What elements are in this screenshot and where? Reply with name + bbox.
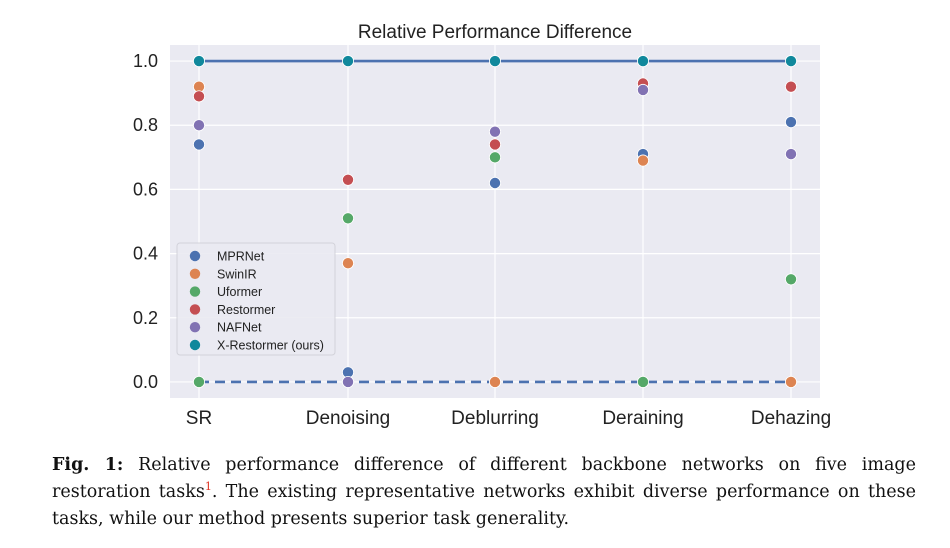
y-tick-label: 0.8 (133, 115, 158, 135)
point-restormer-sr (192, 90, 205, 103)
legend-box (176, 242, 336, 356)
point-restormer-dehazing (785, 80, 798, 93)
point-uformer-deraining (637, 375, 650, 388)
legend-marker (189, 339, 201, 351)
legend-label: SwinIR (217, 267, 257, 281)
y-tick-label: 1.0 (133, 51, 158, 71)
legend: MPRNet SwinIR Uformer Restormer NAFNet X-Rest… (176, 242, 336, 356)
x-tick-label: Denoising (306, 408, 391, 429)
point-nafnet-deblurring (488, 125, 501, 138)
legend-label: Restormer (217, 303, 275, 317)
point-nafnet-sr (192, 119, 205, 132)
legend-label: X-Restormer (ours) (217, 339, 324, 353)
point-mprnet-sr (192, 138, 205, 151)
x-tick-label: SR (186, 408, 212, 429)
legend-marker (189, 304, 201, 315)
x-tick-label: Deraining (602, 408, 683, 429)
relative-performance-chart: Relative Performance Difference 0.00.20.… (133, 22, 831, 429)
legend-marker (189, 286, 201, 297)
point-swinir-deraining (637, 154, 650, 167)
point-restormer-denoising (341, 173, 354, 186)
point-swinir-deblurring (488, 375, 501, 388)
legend-marker (189, 250, 201, 262)
data-points (192, 55, 798, 388)
caption-text-before: Relative performance difference of diffe… (52, 455, 916, 502)
point-swinir-dehazing (785, 375, 798, 388)
legend-label: MPRNet (217, 250, 265, 264)
legend-label: NAFNet (217, 321, 262, 335)
point-x-restormer-ours-dehazing (785, 55, 798, 68)
legend-label: Uformer (217, 285, 262, 299)
x-tick-labels: SR Denoising Deblurring Deraining Dehazing (186, 408, 831, 429)
point-x-restormer-ours-deblurring (488, 55, 501, 68)
point-x-restormer-ours-sr (192, 55, 205, 68)
caption-label: Fig. 1: (52, 455, 124, 475)
caption-text-after: . The existing representative networks e… (52, 482, 916, 529)
y-tick-label: 0.0 (133, 372, 158, 392)
point-mprnet-deblurring (488, 176, 501, 189)
point-uformer-sr (192, 375, 205, 388)
y-tick-label: 0.6 (133, 179, 158, 199)
point-uformer-denoising (341, 212, 354, 225)
chart-title: Relative Performance Difference (358, 22, 632, 43)
point-nafnet-deraining (637, 83, 650, 96)
legend-marker (189, 268, 201, 279)
y-tick-label: 0.4 (133, 244, 158, 264)
point-mprnet-dehazing (785, 116, 798, 129)
legend-marker (189, 322, 201, 333)
point-uformer-deblurring (488, 151, 501, 164)
point-nafnet-denoising (341, 375, 354, 388)
point-swinir-denoising (341, 257, 354, 270)
x-tick-label: Deblurring (451, 408, 539, 429)
point-uformer-dehazing (785, 273, 798, 286)
figure-caption: Fig. 1: Relative performance difference … (52, 452, 916, 533)
point-restormer-deblurring (488, 138, 501, 151)
y-tick-label: 0.2 (133, 308, 158, 328)
point-x-restormer-ours-deraining (637, 55, 650, 68)
point-x-restormer-ours-denoising (341, 55, 354, 68)
point-nafnet-dehazing (785, 148, 798, 161)
x-tick-label: Dehazing (751, 408, 831, 429)
caption-footnote: 1 (204, 480, 212, 493)
y-tick-labels: 0.0 0.2 0.4 0.6 0.8 1.0 (133, 51, 158, 392)
